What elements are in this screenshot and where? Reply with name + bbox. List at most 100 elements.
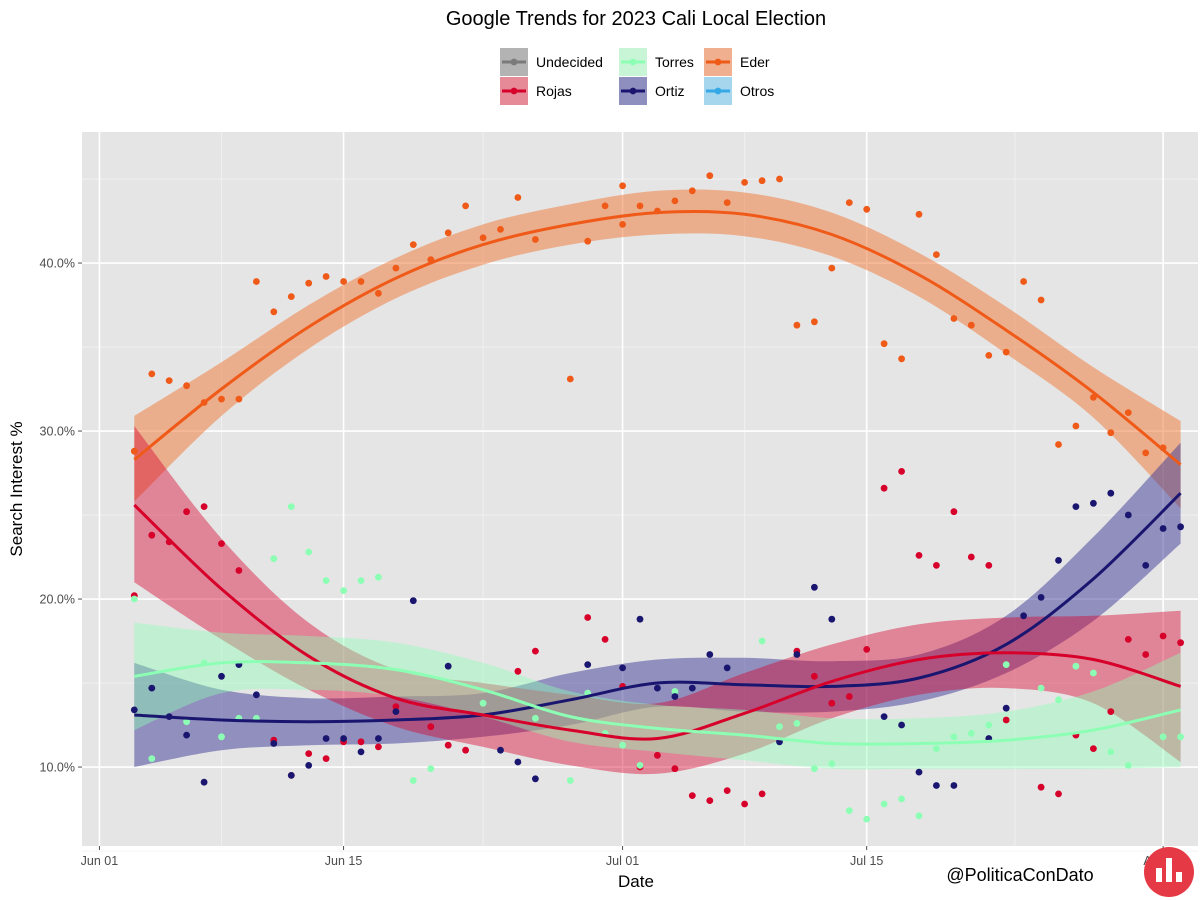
data-point-ortiz — [218, 672, 225, 680]
data-point-ortiz — [1177, 523, 1184, 531]
data-point-rojas — [601, 636, 609, 643]
data-point-rojas — [758, 790, 766, 798]
data-point-eder — [305, 279, 313, 287]
data-point-eder — [671, 197, 679, 205]
data-point-eder — [444, 229, 452, 237]
data-point-eder — [479, 234, 487, 242]
x-tick-label: Jun 01 — [81, 854, 119, 868]
data-point-eder — [619, 221, 626, 228]
data-point-torres — [357, 577, 365, 584]
data-point-rojas — [933, 562, 940, 569]
trend-line-ortiz — [134, 492, 1182, 724]
data-point-torres — [950, 733, 958, 741]
data-point-torres — [793, 720, 801, 727]
legend-item-undecided: Undecided — [500, 48, 603, 76]
data-point-torres — [985, 721, 993, 729]
legend-key-point — [510, 87, 518, 95]
confidence-band-rojas — [134, 426, 1181, 775]
data-point-eder — [950, 315, 958, 322]
data-point-ortiz — [1107, 489, 1115, 497]
data-point-eder — [985, 352, 993, 359]
data-point-eder — [148, 370, 156, 378]
data-point-rojas — [514, 667, 522, 675]
data-point-eder — [636, 202, 644, 210]
data-point-eder — [514, 194, 522, 201]
legend-label: Rojas — [536, 83, 572, 99]
data-point-torres — [479, 699, 487, 707]
data-point-rojas — [1142, 651, 1150, 658]
data-point-eder — [340, 278, 347, 285]
data-point-torres — [845, 807, 853, 815]
legend-label: Ortiz — [655, 83, 685, 99]
data-point-rojas — [1159, 632, 1167, 640]
data-point-eder — [1002, 348, 1010, 356]
data-point-eder — [1037, 296, 1045, 304]
data-point-eder — [1090, 394, 1097, 401]
data-point-rojas — [148, 531, 156, 539]
data-point-torres — [427, 765, 435, 773]
data-point-eder — [584, 237, 592, 245]
data-point-torres — [1002, 661, 1010, 668]
data-point-torres — [1107, 748, 1115, 756]
data-point-ortiz — [375, 735, 382, 742]
data-point-torres — [811, 765, 818, 773]
data-point-eder — [1124, 409, 1132, 416]
data-point-eder — [915, 210, 923, 218]
data-point-rojas — [1037, 783, 1045, 791]
data-point-torres — [1124, 762, 1132, 769]
data-point-ortiz — [130, 706, 138, 714]
legend-key-point — [714, 58, 722, 66]
data-point-torres — [776, 723, 783, 731]
data-point-rojas — [392, 703, 400, 710]
data-point-rojas — [1055, 790, 1062, 798]
data-point-ortiz — [828, 615, 836, 623]
data-point-rojas — [305, 750, 313, 757]
data-point-torres — [1159, 733, 1167, 741]
y-axis-title: Search Interest % — [7, 421, 26, 556]
data-point-eder — [1072, 422, 1080, 430]
data-point-eder — [1107, 429, 1115, 437]
legend-label: Otros — [740, 83, 774, 99]
data-point-ortiz — [148, 684, 156, 692]
data-point-torres — [915, 812, 923, 820]
data-point-eder — [601, 202, 609, 210]
data-point-rojas — [462, 746, 469, 754]
data-point-ortiz — [497, 746, 504, 754]
data-point-ortiz — [183, 731, 191, 739]
data-point-rojas — [967, 553, 975, 561]
data-point-eder — [235, 395, 243, 403]
data-point-torres — [619, 741, 626, 749]
data-point-eder — [741, 179, 748, 186]
data-point-eder — [165, 377, 173, 384]
legend-item-eder: Eder — [704, 48, 770, 76]
data-point-eder — [706, 172, 714, 180]
watermark-handle: @PoliticaConDato — [946, 865, 1093, 885]
data-point-rojas — [1124, 636, 1132, 643]
data-point-eder — [462, 202, 469, 210]
data-point-eder — [183, 382, 191, 390]
confidence-band-torres — [134, 622, 1181, 770]
x-axis-title: Date — [618, 872, 654, 891]
data-point-rojas — [375, 743, 382, 751]
data-point-ortiz — [636, 615, 644, 623]
legend-key-point — [629, 87, 637, 95]
trend-line-torres — [134, 660, 1181, 746]
data-point-torres — [933, 745, 940, 752]
data-point-torres — [183, 718, 191, 726]
data-point-ortiz — [1055, 557, 1062, 564]
data-point-ortiz — [1142, 562, 1150, 569]
data-point-ortiz — [915, 768, 923, 776]
data-point-rojas — [671, 765, 679, 773]
data-point-torres — [898, 795, 905, 803]
data-point-torres — [322, 577, 330, 584]
data-point-eder — [1142, 449, 1150, 457]
data-point-torres — [566, 777, 574, 784]
data-point-torres — [1072, 662, 1080, 670]
data-point-torres — [636, 762, 644, 769]
data-point-eder — [863, 205, 871, 213]
data-point-eder — [322, 273, 330, 280]
data-point-rojas — [444, 741, 452, 749]
data-point-torres — [863, 815, 871, 823]
data-point-rojas — [915, 552, 923, 559]
